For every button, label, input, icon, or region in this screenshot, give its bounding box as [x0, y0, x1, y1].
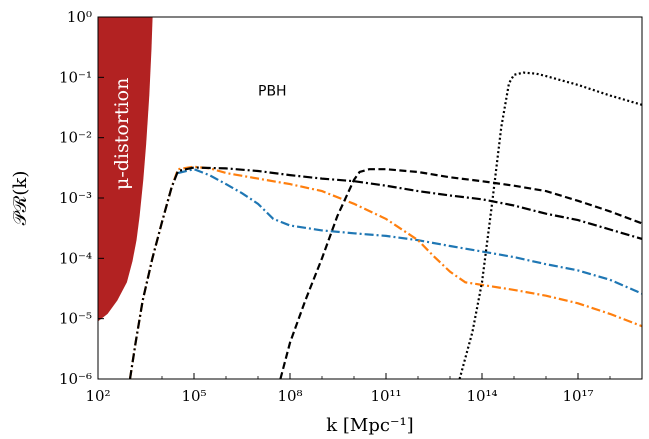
- x-tick-label: 10⁸: [277, 387, 302, 405]
- y-tick-label: 10⁻¹: [59, 68, 92, 86]
- series-line-4: [279, 168, 642, 379]
- y-tick-label: 10⁻²: [59, 129, 92, 147]
- y-tick-label: 10⁻³: [59, 189, 92, 207]
- plot-area: [98, 17, 642, 379]
- axis-ticks: 10² 10⁵ 10⁸ 10¹¹ 10¹⁴ 10¹⁷ 10⁻⁶ 10⁻⁵ 10⁻⁴ 10⁻³ 10⁻…: [59, 8, 643, 405]
- y-tick-label: 10⁰: [67, 8, 92, 26]
- x-tick-label: 10¹⁴: [466, 387, 497, 405]
- series-line-3: [128, 166, 642, 379]
- series-line-1: [177, 168, 642, 295]
- x-tick-label: 10¹⁷: [562, 387, 593, 405]
- x-tick-label: 10²: [85, 387, 110, 405]
- mu-distortion-region: [98, 17, 153, 322]
- series-line-2: [128, 165, 642, 379]
- y-tick-label: 10⁻⁴: [59, 249, 92, 267]
- pbh-annotation: PBH: [258, 83, 287, 99]
- x-tick-label: 10¹¹: [370, 387, 401, 405]
- x-axis-label: k [Mpc⁻¹]: [326, 415, 413, 436]
- x-tick-label: 10⁵: [181, 387, 206, 405]
- y-axis-label: 𝒫ℛ(k): [10, 171, 31, 226]
- plot-frame: [97, 16, 643, 380]
- y-tick-label: 10⁻⁶: [59, 370, 92, 388]
- y-tick-label: 10⁻⁵: [59, 310, 92, 328]
- mu-distortion-label: μ-distortion: [111, 78, 133, 190]
- series-line-5: [458, 71, 642, 379]
